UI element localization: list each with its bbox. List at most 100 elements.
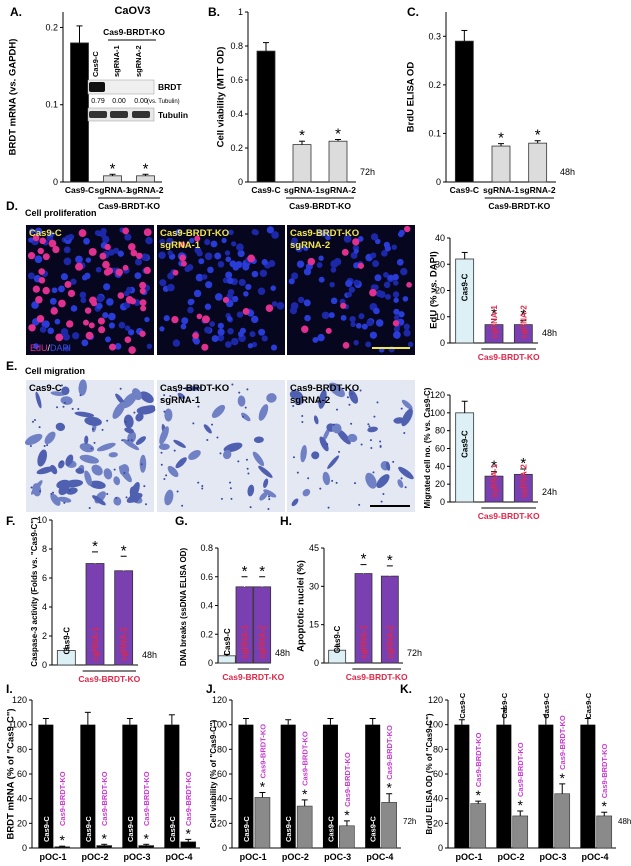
nucleus-dapi xyxy=(343,234,352,243)
y-tick-label: 6 xyxy=(42,573,47,583)
y-tick-label: 0.1 xyxy=(45,100,58,110)
nucleus-dapi xyxy=(81,339,89,347)
nucleus-dapi xyxy=(29,228,35,234)
lane-label: sgRNA-2 xyxy=(134,45,143,77)
y-tick-label: 20 xyxy=(17,818,27,828)
migrated-cell xyxy=(139,391,154,403)
nucleus-dapi xyxy=(96,294,105,303)
nucleus-dapi xyxy=(303,268,312,276)
y-tick-label: 60 xyxy=(217,769,227,779)
bar-label-ko: Cas9-BRDT-KO xyxy=(516,742,525,797)
nucleus-dapi xyxy=(383,281,391,289)
nucleus-dapi xyxy=(134,272,142,280)
membrane-pore xyxy=(338,450,341,453)
nucleus-dapi xyxy=(163,315,170,322)
nucleus-edu xyxy=(28,324,36,332)
significance-star: * xyxy=(121,542,127,559)
y-tick-label: 120 xyxy=(430,390,445,400)
image-label: Cas9-C xyxy=(29,228,62,239)
nucleus-dapi xyxy=(383,272,389,278)
membrane-pore xyxy=(246,388,249,391)
nucleus-edu xyxy=(341,248,349,256)
y-tick-label: 40 xyxy=(435,233,445,243)
y-tick-label: 0.8 xyxy=(200,543,213,553)
edu-image-2 xyxy=(157,225,285,355)
nucleus-dapi xyxy=(102,312,109,319)
y-tick-label: 80 xyxy=(433,744,443,754)
migrated-cell xyxy=(258,465,273,478)
y-tick-label: 1 xyxy=(238,7,243,17)
membrane-pore xyxy=(173,449,176,452)
nucleus-edu xyxy=(122,227,130,235)
nucleus-dapi xyxy=(134,258,142,266)
x-tick-label: pOC-3 xyxy=(324,852,351,862)
nucleus-dapi xyxy=(95,266,102,273)
nucleus-edu xyxy=(265,304,274,312)
membrane-pore xyxy=(379,440,382,443)
membrane-pore xyxy=(368,425,371,428)
migrated-cell xyxy=(50,493,61,506)
membrane-pore xyxy=(216,436,219,439)
bar-ko-pOC-1 xyxy=(254,797,271,849)
membrane-pore xyxy=(160,398,163,401)
x-tick-label: pOC-1 xyxy=(456,852,483,862)
nucleus-dapi xyxy=(330,297,338,305)
band-label: Tubulin xyxy=(158,110,188,120)
nucleus-edu xyxy=(98,326,106,334)
bar-control-pOC-1 xyxy=(454,724,470,848)
y-tick-label: 20 xyxy=(217,818,227,828)
bar-category-label: sgRNA-1 xyxy=(360,625,369,659)
migrated-cell xyxy=(44,431,56,445)
nucleus-dapi xyxy=(402,296,409,302)
nucleus-edu xyxy=(340,302,347,309)
migrated-cell xyxy=(139,454,147,473)
nucleus-dapi xyxy=(113,247,120,254)
chart-panel-K: K. 0 20 40 60 80 100 120 BrdU ELISA OD (% of "Ca… xyxy=(400,682,631,862)
membrane-pore xyxy=(231,383,234,386)
edu-image-3 xyxy=(287,225,415,355)
bar-label-ko: Cas9-BRDT-KO xyxy=(100,771,109,826)
membrane-pore xyxy=(90,447,93,450)
nucleus-dapi xyxy=(39,326,47,333)
membrane-pore xyxy=(367,423,370,426)
band-ratio: 0.00 xyxy=(134,98,148,105)
y-tick-label: 0.3 xyxy=(428,31,441,41)
y-tick-label: 0 xyxy=(440,497,445,507)
nucleus-dapi xyxy=(345,279,353,288)
migrated-cell xyxy=(25,433,43,446)
membrane-pore xyxy=(71,407,74,410)
membrane-pore xyxy=(292,456,295,459)
membrane-pore xyxy=(348,403,351,406)
nucleus-dapi xyxy=(51,287,58,294)
nucleus-dapi xyxy=(247,343,254,349)
nucleus-dapi xyxy=(245,283,252,291)
bar-category-label: sgRNA-2 xyxy=(519,464,528,498)
image-label: sgRNA-2 xyxy=(290,240,330,251)
y-tick-label: 0.4 xyxy=(230,109,243,119)
y-tick-label: 20 xyxy=(435,479,445,489)
membrane-pore xyxy=(63,401,66,404)
nucleus-edu xyxy=(88,247,97,256)
membrane-pore xyxy=(145,503,148,506)
panel-letter: F. xyxy=(6,514,15,528)
migrated-cell xyxy=(347,433,358,443)
nucleus-dapi xyxy=(393,314,400,321)
y-tick-label: 0.1 xyxy=(428,128,441,138)
group-label: Cas9-BRDT-KO xyxy=(478,511,540,521)
nucleus-dapi xyxy=(353,339,359,346)
nucleus-dapi xyxy=(366,319,374,327)
y-tick-label: 0 xyxy=(22,843,27,853)
membrane-pore xyxy=(50,492,53,495)
nucleus-dapi xyxy=(398,311,405,318)
y-tick-label: 0.2 xyxy=(45,22,58,32)
nucleus-edu xyxy=(404,225,411,233)
nucleus-edu xyxy=(99,252,107,260)
membrane-pore xyxy=(201,487,204,490)
nucleus-dapi xyxy=(60,273,68,281)
nucleus-dapi xyxy=(58,285,65,293)
x-tick-label: pOC-1 xyxy=(40,852,67,862)
time-label: 48h xyxy=(618,817,631,826)
significance-star: * xyxy=(60,832,66,848)
migrated-cell xyxy=(35,391,42,409)
